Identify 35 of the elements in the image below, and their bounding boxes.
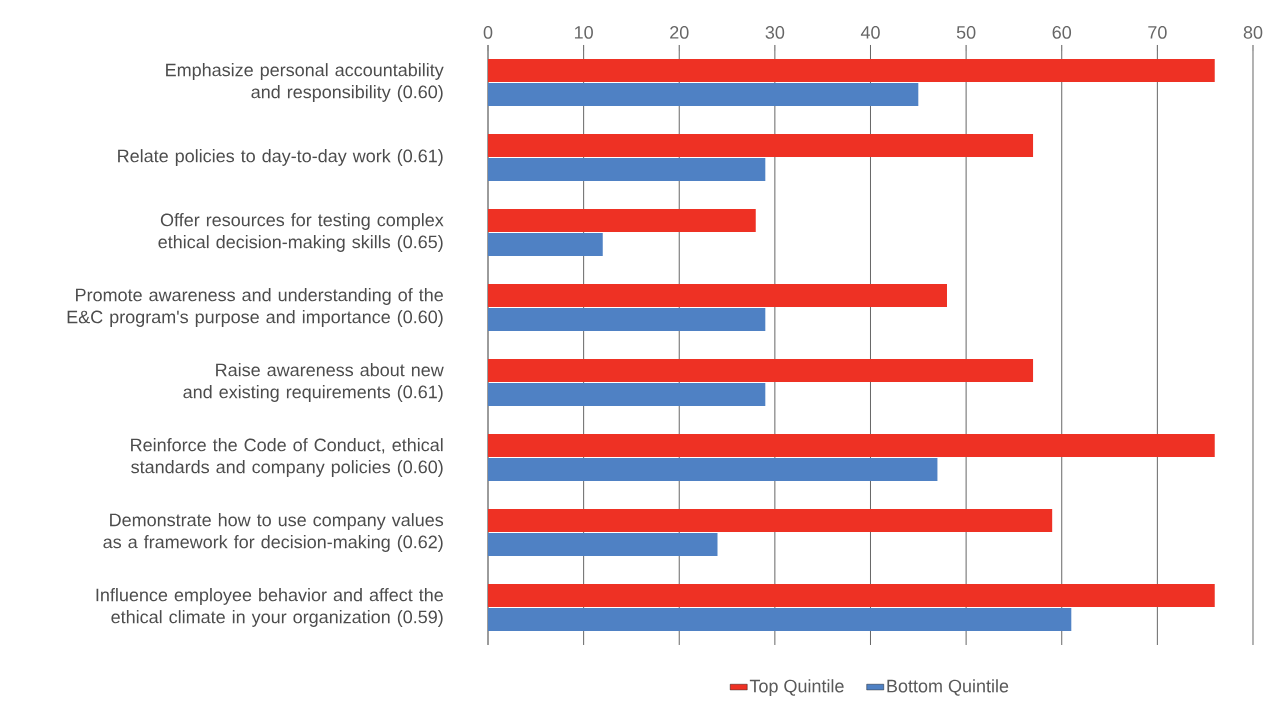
bar: [488, 59, 1215, 82]
bar: [488, 83, 919, 106]
x-tick-label: 80: [1243, 26, 1263, 39]
y-tick-label: Demonstrate how to use company values as a framework for decision-making (0.62): [103, 513, 444, 552]
x-tick-label: 40: [860, 26, 880, 39]
bar: [488, 233, 603, 256]
y-tick-label: Raise awareness about new and existing requirements (0.61): [183, 363, 444, 402]
y-tick-label: Promote awareness and understanding of the E&C program's purpose and importance (0.60): [67, 288, 443, 327]
bar: [488, 158, 766, 181]
x-tick-label: 70: [1148, 26, 1167, 39]
x-tick-label: 50: [956, 26, 976, 39]
bar: [488, 607, 1072, 631]
y-tick-label: Offer resources for testing complex ethical decision-making skills (0.65): [158, 213, 444, 252]
bar: [488, 584, 1215, 607]
y-tick-label: Relate policies to day-to-day work (0.61): [118, 149, 443, 166]
x-tick-label: 60: [1052, 26, 1072, 39]
bar: [488, 284, 947, 307]
y-tick-label: Influence employee behavior and affect the ethical climate in your organization (0.59): [96, 588, 443, 627]
bar: [488, 308, 766, 331]
bar: [488, 458, 938, 481]
legend-label: Top Quintile: [749, 679, 844, 696]
bar: [488, 134, 1034, 157]
x-tick-label: 0: [483, 26, 493, 39]
bar: [488, 532, 718, 556]
bar: [488, 382, 766, 406]
bar: [488, 358, 1034, 382]
bar: [488, 209, 756, 232]
x-tick-label: 20: [670, 26, 689, 39]
y-tick-label: Reinforce the Code of Conduct, ethical standards and company policies (0.60): [131, 438, 443, 477]
bar: [488, 434, 1215, 457]
x-tick-label: 30: [765, 26, 785, 39]
bar: [488, 508, 1053, 532]
y-tick-label: Emphasize personal accountability and responsibility (0.60): [166, 63, 444, 102]
x-tick-label: 10: [574, 26, 593, 39]
legend-label: Bottom Quintile: [887, 679, 1009, 696]
